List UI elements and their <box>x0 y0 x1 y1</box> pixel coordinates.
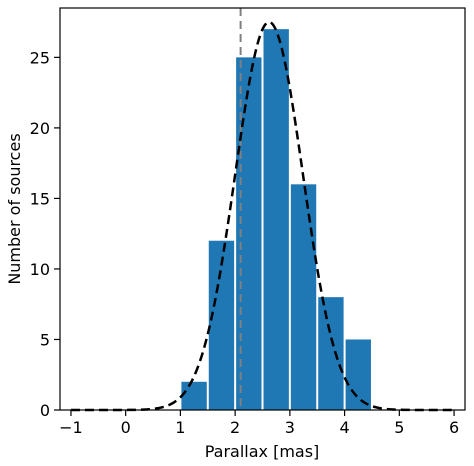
x-tick-label: 6 <box>449 418 459 437</box>
plot-frame <box>59 7 466 411</box>
y-tick-label: 0 <box>40 401 50 420</box>
x-axis: −1 0 1 2 3 4 5 6 <box>59 410 459 437</box>
x-tick-label: 4 <box>340 418 350 437</box>
bars-group <box>181 29 371 411</box>
x-tick-label: −1 <box>59 418 83 437</box>
y-axis-label: Number of sources <box>5 133 24 284</box>
histogram-bar <box>318 297 344 410</box>
gaussian-fit-curve <box>70 20 455 412</box>
histogram-bar <box>208 240 235 410</box>
x-tick-label: 5 <box>394 418 404 437</box>
x-axis-label: Parallax [mas] <box>205 442 320 461</box>
x-tick-label: 0 <box>121 418 131 437</box>
x-tick-label: 2 <box>230 418 240 437</box>
y-tick-label: 5 <box>40 330 50 349</box>
y-tick-label: 15 <box>30 189 50 208</box>
histogram-bar <box>290 184 317 410</box>
y-tick-label: 20 <box>30 119 50 138</box>
y-tick-label: 25 <box>30 48 50 67</box>
histogram-bar <box>345 339 371 410</box>
x-tick-label: 1 <box>175 418 185 437</box>
histogram-bar <box>263 29 289 410</box>
histogram-bar <box>181 381 207 410</box>
x-tick-label: 3 <box>285 418 295 437</box>
y-axis: 0 5 10 15 20 25 <box>30 48 60 420</box>
y-tick-label: 10 <box>30 260 50 279</box>
